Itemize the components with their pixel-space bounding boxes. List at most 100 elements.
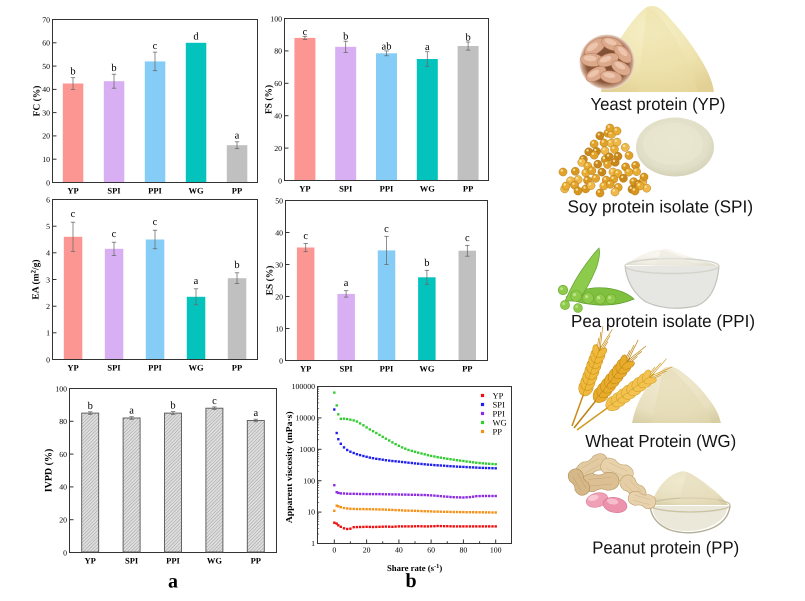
svg-text:b: b xyxy=(170,401,175,412)
svg-text:60: 60 xyxy=(274,79,282,88)
svg-text:PP: PP xyxy=(232,363,242,373)
svg-text:40: 40 xyxy=(395,545,403,554)
svg-text:3: 3 xyxy=(46,275,50,284)
svg-text:1000: 1000 xyxy=(299,445,315,454)
svg-text:0: 0 xyxy=(46,355,50,364)
svg-text:a: a xyxy=(129,406,134,417)
svg-text:SPI: SPI xyxy=(339,364,353,374)
svg-text:100: 100 xyxy=(303,476,315,485)
svg-text:0: 0 xyxy=(279,356,283,365)
svg-text:Apparent viscosity (mPa·s): Apparent viscosity (mPa·s) xyxy=(284,411,294,523)
svg-text:20: 20 xyxy=(275,292,283,301)
svg-text:c: c xyxy=(153,41,158,52)
svg-text:2: 2 xyxy=(46,302,50,311)
svg-text:40: 40 xyxy=(42,85,50,94)
svg-text:c: c xyxy=(465,233,470,244)
svg-text:PPI: PPI xyxy=(148,363,162,373)
svg-text:100: 100 xyxy=(55,384,67,393)
svg-text:6: 6 xyxy=(46,195,50,204)
svg-text:b: b xyxy=(424,258,429,269)
svg-text:10: 10 xyxy=(307,508,315,517)
svg-text:PP: PP xyxy=(232,186,242,196)
svg-text:IVPD (%): IVPD (%) xyxy=(44,449,55,493)
svg-text:YP: YP xyxy=(299,184,310,194)
svg-text:60: 60 xyxy=(427,545,435,554)
svg-text:1: 1 xyxy=(46,329,50,338)
svg-text:b: b xyxy=(405,570,416,592)
svg-text:YP: YP xyxy=(85,556,96,566)
svg-text:30: 30 xyxy=(275,260,283,269)
svg-text:4: 4 xyxy=(46,249,50,258)
svg-text:PP: PP xyxy=(463,184,473,194)
svg-text:20: 20 xyxy=(59,516,67,525)
svg-text:Peanut protein (PP): Peanut protein (PP) xyxy=(592,538,739,558)
svg-text:1: 1 xyxy=(311,539,315,548)
svg-text:80: 80 xyxy=(59,417,67,426)
svg-text:WG: WG xyxy=(419,364,435,374)
svg-text:d: d xyxy=(193,32,199,43)
svg-text:10: 10 xyxy=(42,155,50,164)
svg-text:WG: WG xyxy=(493,418,507,428)
svg-text:YP: YP xyxy=(67,363,78,373)
svg-text:Yeast protein (YP): Yeast protein (YP) xyxy=(591,94,726,114)
svg-text:0: 0 xyxy=(278,176,282,185)
svg-text:WG: WG xyxy=(188,186,204,196)
svg-text:a: a xyxy=(253,408,258,419)
svg-text:ES (%): ES (%) xyxy=(266,266,276,296)
svg-text:40: 40 xyxy=(275,228,283,237)
svg-text:FS (%): FS (%) xyxy=(265,85,275,114)
svg-text:WG: WG xyxy=(420,184,436,194)
svg-text:YP: YP xyxy=(67,186,78,196)
svg-text:Wheat Protein (WG): Wheat Protein (WG) xyxy=(585,431,736,451)
svg-text:Share rate (s-1): Share rate (s-1) xyxy=(387,563,442,573)
svg-text:100: 100 xyxy=(490,545,502,554)
svg-text:10000: 10000 xyxy=(296,414,316,423)
svg-text:SPI: SPI xyxy=(107,363,121,373)
svg-text:FC (%): FC (%) xyxy=(33,86,43,117)
svg-text:0: 0 xyxy=(46,178,50,187)
svg-text:20: 20 xyxy=(363,545,371,554)
svg-text:YP: YP xyxy=(300,364,311,374)
svg-text:EA (m2/g): EA (m2/g) xyxy=(29,259,41,299)
svg-text:SPI: SPI xyxy=(125,556,139,566)
svg-text:60: 60 xyxy=(42,39,50,48)
svg-text:PPI: PPI xyxy=(493,409,505,419)
svg-text:ab: ab xyxy=(382,41,392,52)
svg-text:50: 50 xyxy=(42,62,50,71)
svg-text:100000: 100000 xyxy=(292,382,315,391)
svg-text:c: c xyxy=(303,27,308,38)
svg-text:PP: PP xyxy=(493,427,503,437)
svg-text:PP: PP xyxy=(251,556,261,566)
svg-text:80: 80 xyxy=(274,47,282,56)
svg-text:c: c xyxy=(71,209,76,220)
svg-text:b: b xyxy=(465,33,470,44)
svg-text:YP: YP xyxy=(493,391,504,401)
svg-text:Soy protein isolate (SPI): Soy protein isolate (SPI) xyxy=(568,197,754,217)
svg-text:40: 40 xyxy=(59,483,67,492)
svg-text:Pea protein isolate (PPI): Pea protein isolate (PPI) xyxy=(571,311,755,331)
svg-text:c: c xyxy=(212,396,217,407)
svg-text:a: a xyxy=(425,42,430,53)
svg-text:70: 70 xyxy=(42,15,50,24)
svg-text:PPI: PPI xyxy=(380,364,394,374)
svg-text:SPI: SPI xyxy=(493,400,505,410)
svg-text:b: b xyxy=(88,401,93,412)
svg-text:100: 100 xyxy=(270,14,282,23)
svg-text:WG: WG xyxy=(188,363,204,373)
svg-text:PP: PP xyxy=(462,364,472,374)
svg-text:b: b xyxy=(70,66,75,77)
svg-text:10: 10 xyxy=(275,324,283,333)
svg-text:c: c xyxy=(303,231,308,242)
svg-text:0: 0 xyxy=(332,545,336,554)
svg-text:SPI: SPI xyxy=(107,186,121,196)
svg-text:5: 5 xyxy=(46,222,50,231)
svg-text:WG: WG xyxy=(207,556,223,566)
svg-text:80: 80 xyxy=(460,545,468,554)
svg-text:PPI: PPI xyxy=(148,186,162,196)
svg-text:30: 30 xyxy=(42,108,50,117)
svg-text:SPI: SPI xyxy=(339,184,353,194)
svg-text:b: b xyxy=(111,63,116,74)
svg-text:b: b xyxy=(234,260,239,271)
svg-text:a: a xyxy=(168,571,178,593)
svg-text:20: 20 xyxy=(274,144,282,153)
